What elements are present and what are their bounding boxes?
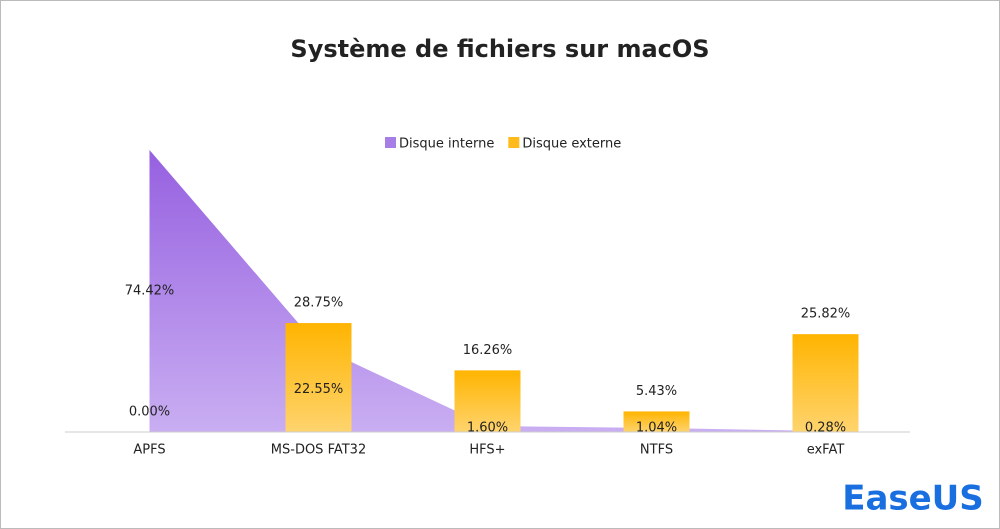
legend-swatch <box>508 137 520 148</box>
legend-label: Disque interne <box>399 137 494 152</box>
bar <box>792 334 859 432</box>
data-label: 1.04% <box>636 421 677 436</box>
data-label: 0.00% <box>129 405 170 420</box>
x-tick-label: exFAT <box>807 443 845 458</box>
x-tick-label: MS-DOS FAT32 <box>271 443 366 458</box>
bar <box>454 370 521 432</box>
bar <box>623 411 690 432</box>
x-tick-label: HFS+ <box>469 443 505 458</box>
data-label: 28.75% <box>294 296 344 311</box>
chart-title: Système de fichiers sur macOS <box>290 35 709 63</box>
data-label: 22.55% <box>294 382 344 397</box>
x-tick-label: APFS <box>133 443 165 458</box>
logo: EaseUS <box>842 479 984 519</box>
data-label: 74.42% <box>125 284 175 299</box>
legend-swatch <box>385 137 396 148</box>
data-label: 25.82% <box>801 307 851 322</box>
data-label: 5.43% <box>636 384 677 399</box>
data-label: 16.26% <box>463 343 513 358</box>
x-tick-label: NTFS <box>640 443 673 458</box>
data-label: 0.28% <box>805 421 846 436</box>
bar <box>285 323 352 432</box>
data-label: 1.60% <box>467 421 508 436</box>
legend-label: Disque externe <box>522 137 621 152</box>
